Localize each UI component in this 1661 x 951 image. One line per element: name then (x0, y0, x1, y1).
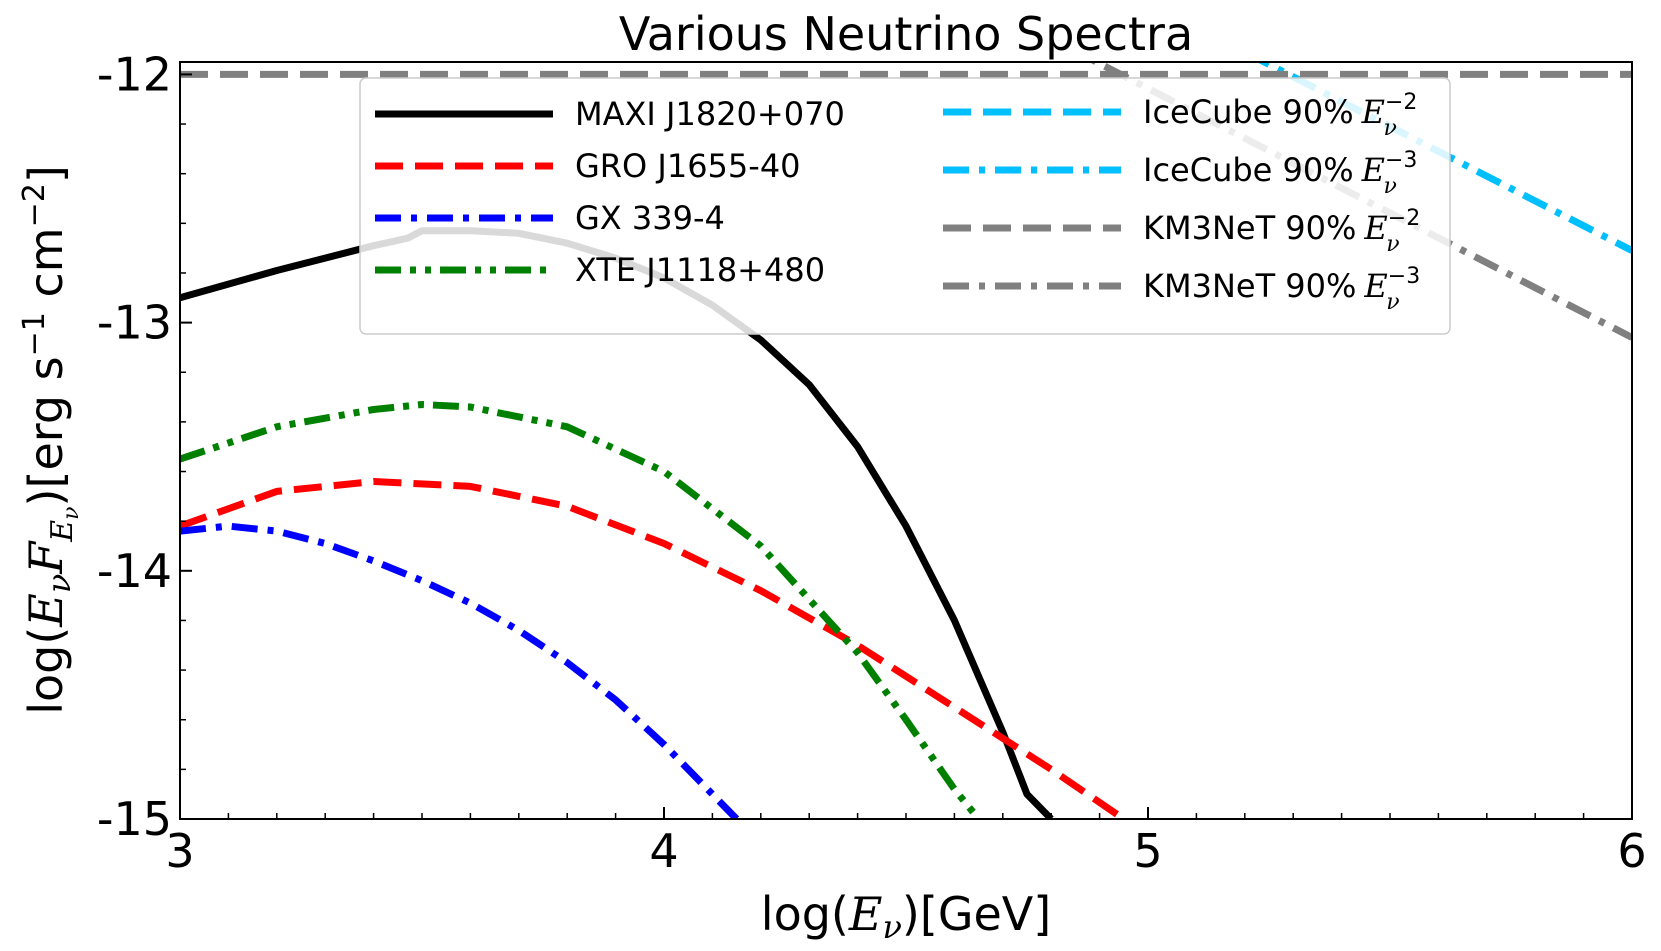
x-tick-label: 5 (1133, 824, 1162, 878)
x-tick-label: 3 (165, 824, 194, 878)
y-tick-label: -14 (97, 544, 172, 598)
legend-label-2: GX 339-4 (575, 199, 725, 237)
x-tick-label: 6 (1617, 824, 1646, 878)
y-tick-label: -15 (97, 792, 172, 846)
legend: MAXI J1820+070 GRO J1655-40 GX 339-4 XTE J1… (359, 77, 1451, 335)
legend-label-3: XTE J1118+480 (575, 251, 825, 289)
legend-label-0: MAXI J1820+070 (575, 95, 845, 133)
y-axis-label-group: log(EνFEν)[erg s−1 cm−2] (17, 165, 84, 715)
legend-label-5: IceCube 90% E−3 ν (1143, 148, 1417, 199)
legend-box (359, 77, 1451, 335)
x-axis-label: log(Eν)[GeV] (761, 887, 1051, 946)
legend-label-1: GRO J1655-40 (575, 147, 801, 185)
y-tick-label: -12 (97, 47, 172, 101)
series-line-3 (180, 401, 982, 819)
chart-title: Various Neutrino Spectra (619, 7, 1193, 61)
legend-label-7: KM3NeT 90% E−3 ν (1143, 264, 1420, 315)
y-tick-label: -13 (97, 296, 172, 350)
y-axis-label: log(EνFEν)[erg s−1 cm−2] (17, 165, 84, 715)
legend-label-4: IceCube 90% E−2 ν (1143, 90, 1417, 141)
x-tick-label: 4 (649, 824, 678, 878)
series-line-1 (180, 478, 1126, 819)
legend-label-6: KM3NeT 90% E−2 ν (1143, 206, 1420, 257)
series-line-2 (180, 522, 740, 819)
